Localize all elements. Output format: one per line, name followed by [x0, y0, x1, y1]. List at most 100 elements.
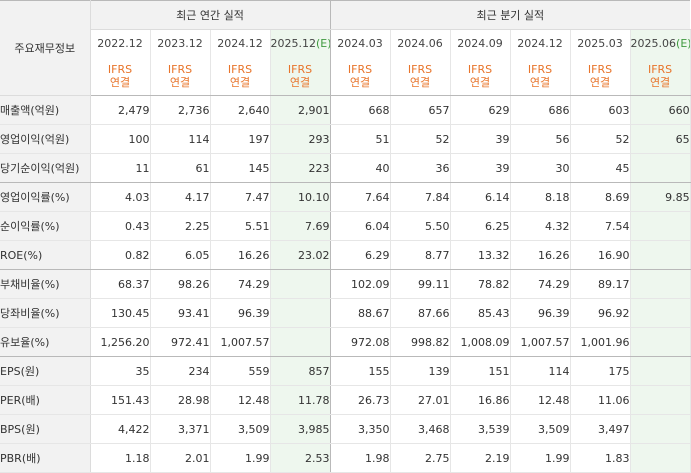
value-cell: 660 — [630, 95, 691, 125]
period-header: 2025.12(E) — [270, 29, 331, 57]
value-cell: 6.04 — [330, 211, 391, 241]
value-cell: 68.37 — [90, 269, 151, 299]
value-cell — [270, 269, 331, 299]
value-cell: 96.92 — [570, 298, 631, 328]
value-cell: 11.78 — [270, 385, 331, 415]
value-cell: 74.29 — [510, 269, 571, 299]
period-header: 2024.09 — [450, 29, 511, 57]
value-cell: 603 — [570, 95, 631, 125]
period-header-row: 2022.12 2023.12 2024.12 2025.12(E) 2024.03 20… — [0, 29, 691, 57]
value-cell — [630, 298, 691, 328]
value-cell: 629 — [450, 95, 511, 125]
section-header-row: 주요재무정보 최근 연간 실적 최근 분기 실적 — [0, 0, 691, 96]
value-cell: 223 — [270, 153, 331, 183]
value-cell: 6.05 — [150, 240, 211, 270]
value-cell: 6.25 — [450, 211, 511, 241]
value-cell — [630, 153, 691, 183]
period-label: 2024.03 — [337, 36, 383, 50]
basis-header: IFRS 연결 — [210, 56, 271, 96]
consolidation-basis: 연결 — [469, 75, 491, 89]
value-cell: 972.08 — [330, 327, 391, 357]
accounting-standard: IFRS — [647, 62, 673, 76]
table-row: 당기순이익(억원) 11 61 145 223 40 36 39 30 45 — [0, 153, 691, 183]
value-cell: 26.73 — [330, 385, 391, 415]
value-cell: 2.19 — [450, 443, 511, 473]
value-cell: 100 — [90, 124, 151, 154]
consolidation-basis: 연결 — [289, 75, 311, 89]
value-cell: 2,640 — [210, 95, 271, 125]
value-cell: 85.43 — [450, 298, 511, 328]
value-cell: 1,008.09 — [450, 327, 511, 357]
accounting-standard: IFRS — [527, 62, 553, 76]
value-cell: 1,007.57 — [510, 327, 571, 357]
value-cell: 4,422 — [90, 414, 151, 444]
period-header: 2025.06(E) — [630, 29, 691, 57]
value-cell: 1.99 — [210, 443, 271, 473]
period-header: 2024.06 — [390, 29, 451, 57]
value-cell: 87.66 — [390, 298, 451, 328]
table-row: PER(배) 151.43 28.98 12.48 11.78 26.73 27.01 16.… — [0, 385, 691, 415]
quarterly-section-title: 최근 분기 실적 — [330, 0, 691, 30]
basis-header: IFRS 연결 — [330, 56, 391, 96]
value-cell: 559 — [210, 356, 271, 386]
annual-section-title: 최근 연간 실적 — [90, 0, 331, 30]
row-label: 유보율(%) — [0, 327, 91, 357]
value-cell: 35 — [90, 356, 151, 386]
table-row: 순이익률(%) 0.43 2.25 5.51 7.69 6.04 5.50 6.25 4.32 7… — [0, 211, 691, 241]
value-cell: 8.69 — [570, 182, 631, 212]
basis-header: IFRS 연결 — [630, 56, 691, 96]
basis-header: IFRS 연결 — [270, 56, 331, 96]
value-cell: 3,509 — [210, 414, 271, 444]
value-cell: 1.83 — [570, 443, 631, 473]
table-body: 매출액(억원) 2,479 2,736 2,640 2,901 668 657 629 686 6… — [0, 95, 691, 473]
table-row: ROE(%) 0.82 6.05 16.26 23.02 6.29 8.77 13.32 16.… — [0, 240, 691, 270]
value-cell: 7.69 — [270, 211, 331, 241]
accounting-standard: IFRS — [107, 62, 133, 76]
accounting-standard: IFRS — [227, 62, 253, 76]
value-cell: 130.45 — [90, 298, 151, 328]
table-row: 당좌비율(%) 130.45 93.41 96.39 88.67 87.66 85.43 96… — [0, 298, 691, 328]
table-row: 영업이익률(%) 4.03 4.17 7.47 10.10 7.64 7.84 6.14 8.1… — [0, 182, 691, 212]
period-label: 2025.03 — [577, 36, 623, 50]
value-cell: 3,985 — [270, 414, 331, 444]
value-cell: 51 — [330, 124, 391, 154]
consolidation-basis: 연결 — [169, 75, 191, 89]
value-cell: 1,001.96 — [570, 327, 631, 357]
value-cell — [630, 211, 691, 241]
value-cell: 234 — [150, 356, 211, 386]
value-cell: 6.14 — [450, 182, 511, 212]
period-header: 2024.03 — [330, 29, 391, 57]
row-label: ROE(%) — [0, 240, 91, 270]
value-cell: 52 — [570, 124, 631, 154]
value-cell: 3,350 — [330, 414, 391, 444]
basis-header: IFRS 연결 — [570, 56, 631, 96]
table-row: 매출액(억원) 2,479 2,736 2,640 2,901 668 657 629 686 6… — [0, 95, 691, 125]
value-cell: 2.53 — [270, 443, 331, 473]
value-cell: 16.90 — [570, 240, 631, 270]
row-label: 순이익률(%) — [0, 211, 91, 241]
value-cell: 668 — [330, 95, 391, 125]
period-header: 2025.03 — [570, 29, 631, 57]
period-label: 2024.06 — [397, 36, 443, 50]
period-label: 2025.06 — [630, 36, 677, 50]
accounting-standard: IFRS — [167, 62, 193, 76]
value-cell: 12.48 — [210, 385, 271, 415]
value-cell — [630, 356, 691, 386]
table-row: EPS(원) 35 234 559 857 155 139 151 114 175 — [0, 356, 691, 386]
consolidation-basis: 연결 — [409, 75, 431, 89]
table-row: 영업이익(억원) 100 114 197 293 51 52 39 56 52 65 — [0, 124, 691, 154]
value-cell: 3,497 — [570, 414, 631, 444]
value-cell: 27.01 — [390, 385, 451, 415]
value-cell: 102.09 — [330, 269, 391, 299]
value-cell: 1.99 — [510, 443, 571, 473]
value-cell: 3,539 — [450, 414, 511, 444]
value-cell: 39 — [450, 124, 511, 154]
value-cell: 3,509 — [510, 414, 571, 444]
value-cell: 36 — [390, 153, 451, 183]
value-cell: 16.26 — [210, 240, 271, 270]
value-cell: 88.67 — [330, 298, 391, 328]
value-cell: 2.75 — [390, 443, 451, 473]
accounting-standard: IFRS — [467, 62, 493, 76]
value-cell: 293 — [270, 124, 331, 154]
